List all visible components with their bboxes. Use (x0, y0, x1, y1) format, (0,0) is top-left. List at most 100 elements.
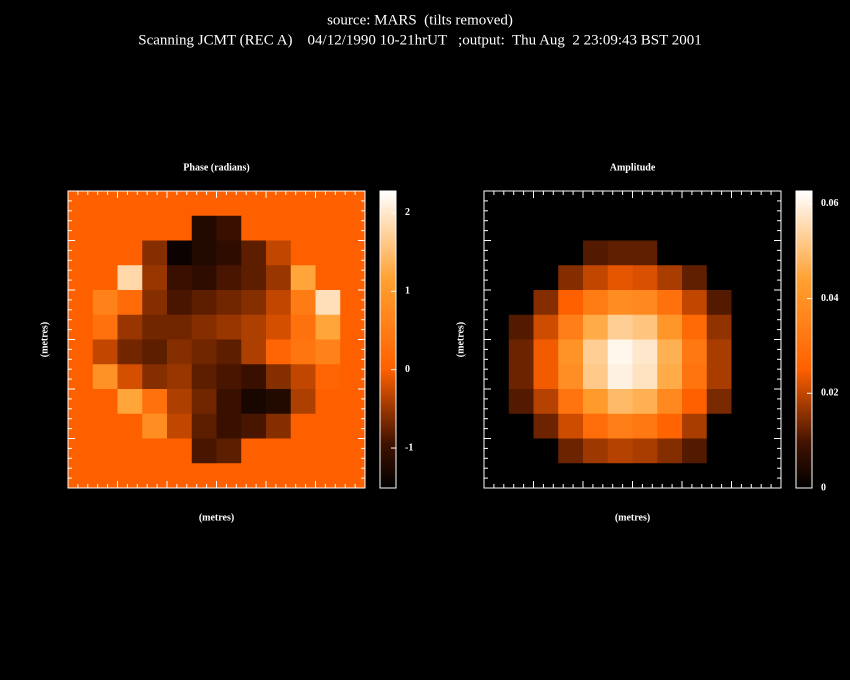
heatmap-cell (484, 191, 510, 217)
heatmap-cell (290, 290, 316, 316)
heatmap-cell (92, 364, 118, 390)
heatmap-cell (607, 438, 633, 464)
heatmap-cell (68, 438, 94, 464)
heatmap-cell (92, 290, 118, 316)
heatmap-cell (340, 240, 366, 266)
heatmap-cell (191, 240, 217, 266)
heatmap-cell (508, 339, 534, 365)
heatmap-cell (290, 438, 316, 464)
heatmap-cell (241, 191, 267, 217)
heatmap-cell (583, 463, 609, 489)
heatmap-cell (632, 413, 658, 439)
heatmap-cell (266, 364, 292, 390)
heatmap-cell (607, 215, 633, 241)
heatmap-cell (117, 314, 143, 340)
heatmap-cell (142, 290, 168, 316)
heatmap-cell (117, 463, 143, 489)
heatmap-cell (266, 191, 292, 217)
heatmap-cell (315, 364, 341, 390)
heatmap-cell (657, 290, 683, 316)
heatmap-cell (241, 463, 267, 489)
heatmap-cell (682, 215, 708, 241)
heatmap-cell (706, 364, 732, 390)
heatmap-cell (558, 265, 584, 291)
heatmap-cell (167, 339, 193, 365)
heatmap-cell (583, 339, 609, 365)
heatmap-cell (558, 389, 584, 415)
heatmap-cell (167, 215, 193, 241)
heatmap-cell (142, 339, 168, 365)
heatmap-cell (657, 314, 683, 340)
heatmap-cell (315, 314, 341, 340)
heatmap-cell (266, 339, 292, 365)
heatmap-cell (92, 265, 118, 291)
heatmap-cell (607, 339, 633, 365)
heatmap-cell (706, 290, 732, 316)
heatmap-cell (657, 389, 683, 415)
heatmap-cell (731, 215, 757, 241)
heatmap-cell (756, 438, 782, 464)
heatmap-cell (756, 265, 782, 291)
heatmap-cell (290, 339, 316, 365)
heatmap-cell (241, 314, 267, 340)
heatmap-cell (68, 389, 94, 415)
heatmap-cell (142, 314, 168, 340)
heatmap-cell (241, 413, 267, 439)
heatmap-cell (167, 438, 193, 464)
heatmap-cell (484, 339, 510, 365)
heatmap-cell (92, 240, 118, 266)
heatmap-cell (657, 215, 683, 241)
heatmap-cell (583, 364, 609, 390)
colorbar-tick-label: 0.06 (821, 198, 839, 209)
heatmap-cell (632, 463, 658, 489)
heatmap-cell (241, 240, 267, 266)
heatmap-cell (241, 364, 267, 390)
heatmap-cell (657, 463, 683, 489)
heatmap-cell (657, 413, 683, 439)
heatmap-cell (558, 438, 584, 464)
heatmap-cell (92, 215, 118, 241)
heatmap-cell (558, 339, 584, 365)
heatmap-cell (632, 215, 658, 241)
heatmap-cell (508, 438, 534, 464)
heatmap-cell (142, 463, 168, 489)
colorbar-tick-label: 1 (405, 286, 410, 297)
heatmap-cell (632, 389, 658, 415)
heatmap-cell (266, 314, 292, 340)
heatmap-cell (706, 463, 732, 489)
heatmap-cell (340, 438, 366, 464)
heatmap-cell (241, 339, 267, 365)
heatmap-cell (117, 364, 143, 390)
heatmap-cell (682, 463, 708, 489)
heatmap-cell (632, 339, 658, 365)
heatmap-cell (68, 215, 94, 241)
heatmap-cell (191, 191, 217, 217)
heatmap-cell (607, 463, 633, 489)
heatmap-cell (756, 364, 782, 390)
heatmap-cell (533, 389, 559, 415)
heatmap-cell (167, 191, 193, 217)
heatmap-cell (315, 389, 341, 415)
heatmap-cell (241, 265, 267, 291)
colorbar-tick-label: 0.02 (821, 388, 839, 399)
heatmap-cell (117, 438, 143, 464)
heatmap-cell (558, 290, 584, 316)
colorbar-tick-label: 0 (405, 364, 410, 375)
header-line: source: MARS (tilts removed) (327, 12, 513, 28)
heatmap-cell (191, 463, 217, 489)
heatmap-cell (290, 413, 316, 439)
heatmap-cell (484, 290, 510, 316)
heatmap-cell (607, 290, 633, 316)
heatmap-cell (216, 215, 242, 241)
heatmap-cell (731, 314, 757, 340)
heatmap-cell (756, 339, 782, 365)
heatmap-cell (266, 389, 292, 415)
heatmap-cell (216, 438, 242, 464)
heatmap-cell (290, 463, 316, 489)
heatmap-cell (558, 215, 584, 241)
heatmap-cell (340, 215, 366, 241)
heatmap-cell (340, 364, 366, 390)
heatmap-cell (533, 463, 559, 489)
heatmap-cell (682, 240, 708, 266)
plot-title: Phase (radians) (183, 162, 249, 173)
